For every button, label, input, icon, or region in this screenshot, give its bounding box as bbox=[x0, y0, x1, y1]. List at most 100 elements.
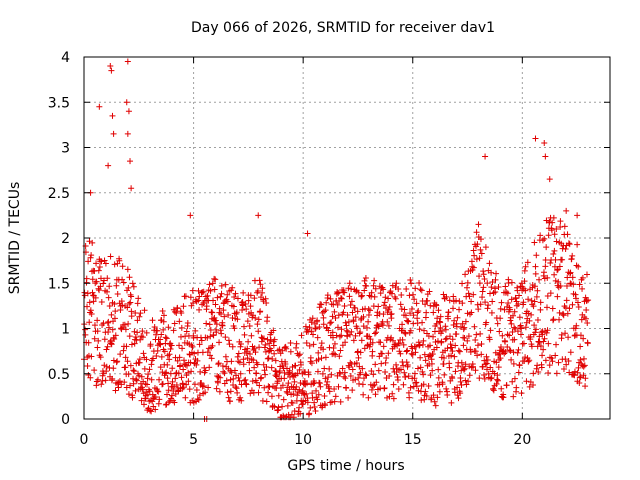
data-point bbox=[577, 343, 584, 350]
data-point bbox=[311, 404, 318, 411]
data-point bbox=[96, 264, 103, 271]
data-point bbox=[412, 349, 419, 356]
data-point bbox=[431, 398, 438, 405]
data-point bbox=[281, 375, 288, 382]
data-point bbox=[134, 329, 141, 336]
data-point bbox=[178, 309, 185, 316]
data-point bbox=[504, 343, 511, 350]
data-point bbox=[174, 357, 181, 364]
data-point bbox=[132, 309, 139, 316]
data-point bbox=[91, 367, 98, 374]
data-point bbox=[348, 298, 355, 305]
data-point bbox=[326, 388, 333, 395]
data-point bbox=[157, 336, 164, 343]
data-point bbox=[511, 308, 518, 315]
data-point bbox=[542, 153, 549, 160]
data-point bbox=[148, 376, 155, 383]
data-point bbox=[90, 298, 97, 305]
data-point bbox=[303, 339, 310, 346]
data-point bbox=[111, 335, 118, 342]
data-point bbox=[255, 389, 262, 396]
data-point bbox=[442, 326, 449, 333]
data-point bbox=[307, 404, 314, 411]
data-point bbox=[477, 330, 484, 337]
data-point bbox=[332, 314, 339, 321]
data-point bbox=[87, 254, 94, 261]
data-point bbox=[395, 386, 402, 393]
data-point bbox=[566, 305, 573, 312]
data-point bbox=[268, 364, 275, 371]
data-point bbox=[371, 330, 378, 337]
data-point bbox=[342, 319, 349, 326]
data-point bbox=[331, 340, 338, 347]
data-point bbox=[256, 344, 263, 351]
data-point bbox=[497, 315, 504, 322]
data-point bbox=[226, 341, 233, 348]
data-point bbox=[120, 347, 127, 354]
data-point bbox=[155, 388, 162, 395]
data-point bbox=[148, 361, 155, 368]
data-point bbox=[416, 326, 423, 333]
data-point bbox=[540, 338, 547, 345]
data-point bbox=[194, 357, 201, 364]
data-point bbox=[507, 347, 514, 354]
data-point bbox=[536, 276, 543, 283]
data-point bbox=[463, 284, 470, 291]
data-point bbox=[459, 320, 466, 327]
data-point bbox=[421, 351, 428, 358]
data-point bbox=[116, 378, 123, 385]
data-point bbox=[231, 325, 238, 332]
data-point bbox=[574, 299, 581, 306]
data-point bbox=[416, 280, 423, 287]
data-point bbox=[444, 345, 451, 352]
data-point bbox=[171, 320, 178, 327]
data-point bbox=[457, 390, 464, 397]
data-point bbox=[402, 312, 409, 319]
data-point bbox=[551, 231, 558, 238]
data-point bbox=[160, 312, 167, 319]
data-point bbox=[489, 278, 496, 285]
data-point bbox=[450, 293, 457, 300]
data-point bbox=[511, 324, 518, 331]
data-point bbox=[118, 298, 125, 305]
data-point bbox=[463, 381, 470, 388]
data-point bbox=[520, 340, 527, 347]
data-point bbox=[442, 323, 449, 330]
data-point bbox=[93, 278, 100, 285]
data-point bbox=[216, 388, 223, 395]
data-point bbox=[322, 375, 329, 382]
data-point bbox=[378, 360, 385, 367]
data-point bbox=[424, 297, 431, 304]
data-point bbox=[210, 332, 217, 339]
data-point bbox=[553, 370, 560, 377]
data-point bbox=[299, 387, 306, 394]
data-point bbox=[465, 333, 472, 340]
data-point bbox=[86, 299, 93, 306]
data-point bbox=[260, 335, 267, 342]
data-point bbox=[516, 292, 523, 299]
data-point bbox=[357, 369, 364, 376]
data-point bbox=[355, 374, 362, 381]
data-point bbox=[331, 398, 338, 405]
data-point bbox=[199, 383, 206, 390]
data-point bbox=[339, 365, 346, 372]
data-point bbox=[193, 361, 200, 368]
data-point bbox=[111, 301, 118, 308]
data-point bbox=[390, 381, 397, 388]
data-point bbox=[481, 375, 488, 382]
data-point bbox=[498, 385, 505, 392]
data-point bbox=[128, 293, 135, 300]
data-point bbox=[575, 304, 582, 311]
data-point bbox=[520, 299, 527, 306]
data-point bbox=[198, 379, 205, 386]
data-point bbox=[357, 329, 364, 336]
data-point bbox=[544, 327, 551, 334]
data-point bbox=[473, 256, 480, 263]
data-point bbox=[286, 367, 293, 374]
data-point bbox=[355, 354, 362, 361]
data-point bbox=[448, 344, 455, 351]
data-point bbox=[274, 407, 281, 414]
data-point bbox=[196, 293, 203, 300]
data-point bbox=[148, 408, 155, 415]
data-point bbox=[342, 339, 349, 346]
